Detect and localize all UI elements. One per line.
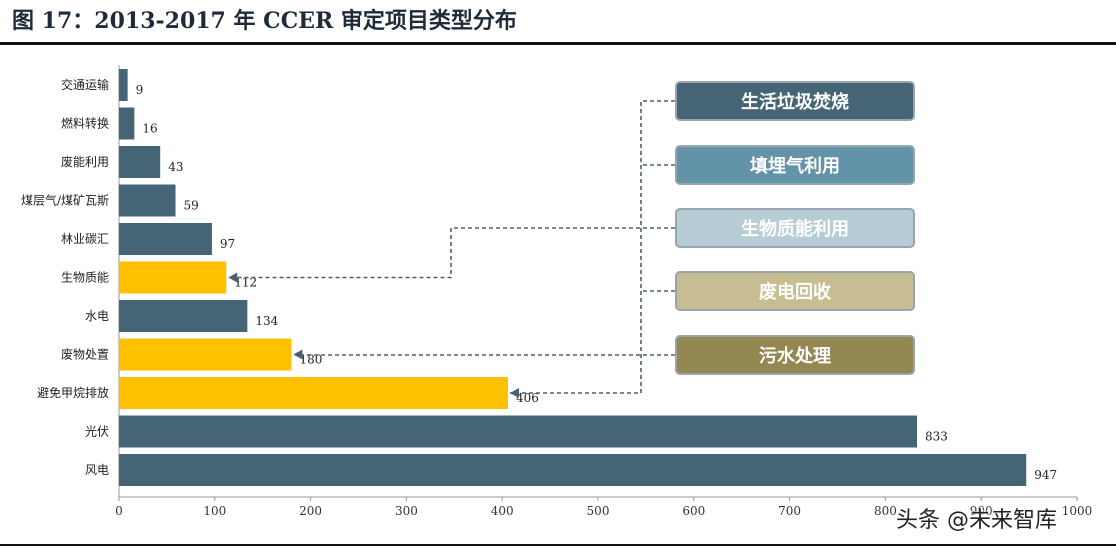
x-tick-label: 900 <box>970 504 993 518</box>
bar <box>119 69 128 101</box>
bar <box>119 377 508 409</box>
x-tick-label: 200 <box>299 504 322 518</box>
bar <box>119 146 161 178</box>
x-tick-label: 700 <box>778 504 801 518</box>
category-label: 废物处置 <box>61 347 109 362</box>
category-label: 燃料转换 <box>61 116 109 131</box>
category-label: 风电 <box>85 463 109 477</box>
bar <box>119 261 227 294</box>
x-tick-label: 0 <box>115 504 123 518</box>
bar <box>119 107 135 140</box>
value-label: 16 <box>142 122 157 136</box>
legend-item-waste-incineration: 生活垃圾焚烧 <box>675 81 915 121</box>
category-label: 交通运输 <box>61 77 109 92</box>
value-label: 97 <box>220 237 235 251</box>
watermark: 头条 @未来智库 <box>896 508 1057 533</box>
x-tick-label: 500 <box>587 504 610 518</box>
category-label: 废能利用 <box>61 154 109 169</box>
x-tick-label: 300 <box>395 504 418 518</box>
category-label: 光伏 <box>85 425 109 439</box>
legend-item-waste-power-recovery: 废电回收 <box>675 271 915 311</box>
bar <box>119 223 212 255</box>
category-label: 林业碳汇 <box>61 232 109 246</box>
value-label: 134 <box>255 314 278 328</box>
category-label: 煤层气/煤矿瓦斯 <box>21 193 109 208</box>
bottom-rule <box>0 544 1116 546</box>
category-label: 避免甲烷排放 <box>37 385 109 400</box>
legend-item-sewage-treatment: 污水处理 <box>675 335 915 375</box>
value-label: 833 <box>925 430 948 444</box>
value-label: 947 <box>1034 468 1057 482</box>
x-tick-label: 600 <box>682 504 705 518</box>
value-label: 112 <box>234 276 257 290</box>
bar <box>119 454 1027 486</box>
connector-line <box>509 100 675 394</box>
value-label: 59 <box>184 199 199 213</box>
bar <box>119 300 248 332</box>
value-label: 406 <box>516 391 539 405</box>
bar <box>119 184 176 217</box>
connector-arrowhead <box>228 272 238 283</box>
figure-title: 图 17：2013-2017 年 CCER 审定项目类型分布 <box>12 8 517 34</box>
category-label: 生物质能 <box>61 271 109 285</box>
category-label: 水电 <box>85 309 109 323</box>
bar <box>119 415 918 448</box>
legend-item-biomass-energy: 生物质能利用 <box>675 208 915 248</box>
connector-arrowhead <box>509 388 519 398</box>
value-label: 43 <box>168 160 183 174</box>
connector-line <box>236 227 675 279</box>
value-label: 180 <box>299 353 322 367</box>
x-tick-label: 100 <box>203 504 226 518</box>
top-rule <box>0 42 1116 45</box>
value-label: 9 <box>136 83 144 97</box>
x-tick-label: 800 <box>874 504 897 518</box>
x-tick-label: 1000 <box>1062 504 1093 518</box>
legend-item-landfill-gas: 填埋气利用 <box>675 145 915 185</box>
x-tick-label: 400 <box>491 504 514 518</box>
connector-arrowhead <box>293 349 303 360</box>
bar <box>119 338 292 371</box>
